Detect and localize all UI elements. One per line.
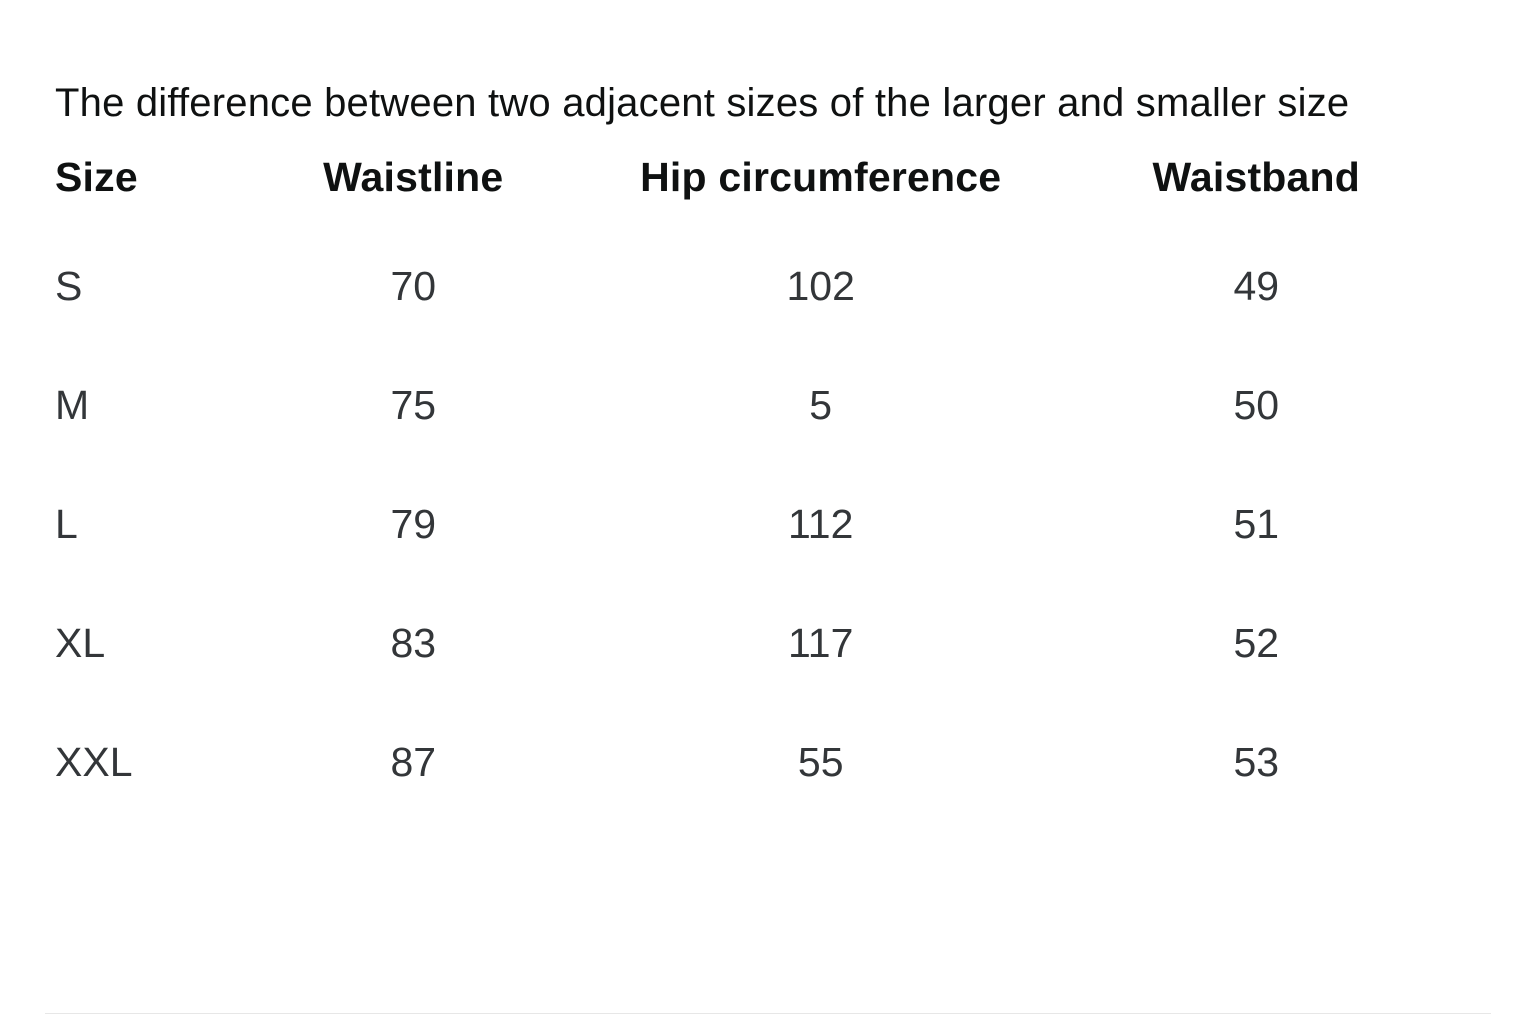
cell-size: XXL [55,739,133,785]
table-row: M 75 5 50 [55,346,1460,465]
cell-hip: 5 [809,382,833,428]
table-row: XL 83 117 52 [55,584,1460,703]
cell-hip: 117 [788,620,854,666]
column-header-waistline: Waistline [323,154,504,200]
cell-waistband: 50 [1233,382,1280,428]
cell-waistband: 52 [1233,620,1280,666]
cell-size: XL [55,620,106,666]
cell-hip: 112 [788,501,854,547]
column-header-hip: Hip circumference [640,154,1002,200]
cell-size: L [55,501,78,547]
cell-waistband: 51 [1233,501,1280,547]
table-row: L 79 112 51 [55,465,1460,584]
column-header-waistband: Waistband [1152,154,1361,200]
table-row: S 70 102 49 [55,227,1460,346]
cell-waistline: 87 [390,739,437,785]
cell-waistline: 83 [390,620,437,666]
bottom-divider [45,1013,1491,1014]
cell-size: S [55,263,83,309]
column-header-size: Size [55,154,138,200]
cell-hip: 55 [797,739,844,785]
size-chart-table: Size Waistline Hip circumference Waistba… [55,140,1460,822]
table-header-row: Size Waistline Hip circumference Waistba… [55,140,1460,227]
table-row: XXL 87 55 53 [55,703,1460,822]
cell-waistline: 79 [390,501,437,547]
size-chart-title: The difference between two adjacent size… [55,81,1350,125]
cell-hip: 102 [786,263,855,309]
cell-waistline: 70 [390,263,437,309]
cell-size: M [55,382,90,428]
size-chart-section: The difference between two adjacent size… [55,81,1460,822]
cell-waistband: 53 [1233,739,1280,785]
cell-waistband: 49 [1233,263,1280,309]
cell-waistline: 75 [390,382,437,428]
